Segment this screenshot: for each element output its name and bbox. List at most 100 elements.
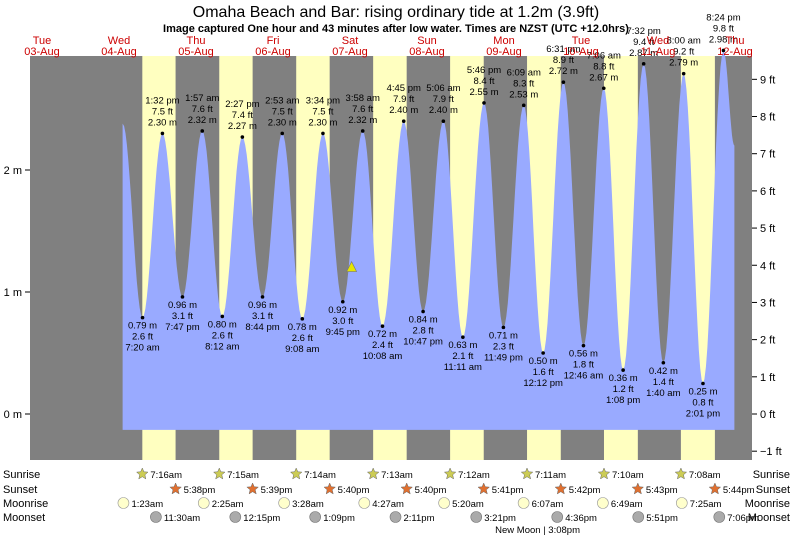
- chart-subtitle: Image captured One hour and 43 minutes a…: [163, 23, 629, 35]
- moonrise-icon: [197, 497, 210, 509]
- moonset-time: 2:11pm: [404, 513, 435, 524]
- low-tide-point: [701, 381, 705, 386]
- sunrise-time: 7:12am: [458, 470, 490, 481]
- day-date: 07-Aug: [332, 46, 367, 58]
- moonset-icon: [551, 511, 564, 523]
- right-tick-label: −1 ft: [760, 446, 782, 458]
- moonset-time: 1:09pm: [323, 513, 355, 524]
- high-tide-point: [401, 119, 406, 123]
- extreme-label: 0.80 m: [208, 319, 237, 330]
- left-tick-label: 0 m: [4, 409, 22, 421]
- extreme-label: 7:20 am: [125, 343, 159, 354]
- sunrise-label-left: Sunrise: [3, 469, 40, 481]
- extreme-label: 2.6 ft: [212, 330, 233, 341]
- sunset-time: 5:39pm: [261, 485, 293, 496]
- extreme-label: 2.30 m: [268, 117, 297, 128]
- low-tide-point: [501, 325, 506, 330]
- moonrise-time: 5:20am: [452, 499, 484, 510]
- extreme-label: 0.36 m: [609, 373, 638, 384]
- chart-title: Omaha Beach and Bar: rising ordinary tid…: [193, 4, 599, 21]
- astro-rows: Sunrise Sunrise Sunset Sunset Moonrise Moonri…: [3, 467, 790, 536]
- extreme-label: 2.6 ft: [132, 332, 153, 343]
- moonset-icon: [389, 511, 402, 523]
- sunset-time: 5:38pm: [184, 485, 216, 496]
- extreme-label: 8.8 ft: [593, 61, 614, 72]
- tide-area: [122, 50, 735, 430]
- extreme-label: 7.9 ft: [433, 94, 454, 105]
- moonrise-time: 1:23am: [131, 499, 163, 510]
- extreme-label: 2:27 pm: [225, 99, 259, 110]
- extreme-label: 7.6 ft: [192, 104, 213, 115]
- extreme-label: 2.30 m: [148, 117, 177, 128]
- extreme-label: 2.72 m: [549, 66, 578, 77]
- extreme-label: 7:32 pm: [627, 26, 661, 37]
- moonrise-time: 7:25am: [690, 499, 722, 510]
- sunrise-icon: [443, 467, 457, 480]
- extreme-label: 0.72 m: [368, 329, 397, 340]
- extreme-label: 3.0 ft: [332, 316, 353, 327]
- extreme-label: 7:06 am: [587, 50, 621, 61]
- extreme-label: 2.32 m: [348, 115, 377, 126]
- extreme-label: 2.27 m: [228, 121, 257, 132]
- high-tide-point: [321, 131, 325, 136]
- extreme-label: 2.40 m: [429, 105, 458, 116]
- high-tide-point: [160, 131, 165, 136]
- day-date: 08-Aug: [409, 46, 444, 58]
- extreme-label: 9.2 ft: [673, 47, 694, 58]
- sunset-icon: [708, 482, 722, 495]
- extreme-labels: 0.79 m2.6 ft7:20 am1:32 pm7.5 ft2.30 m0.…: [125, 12, 740, 419]
- sunset-icon: [169, 482, 182, 495]
- moonrise-icon: [517, 497, 530, 509]
- extreme-label: 2.55 m: [469, 87, 498, 98]
- right-tick-label: 0 ft: [760, 409, 775, 421]
- extreme-label: 0.71 m: [489, 330, 518, 341]
- extreme-label: 8.4 ft: [473, 76, 494, 87]
- moonset-label-left: Moonset: [3, 512, 45, 524]
- day-name: Mon: [493, 35, 514, 47]
- day-date: 11-Aug: [641, 46, 676, 58]
- day-labels: Tue03-AugWed04-AugThu05-AugFri06-AugSat0…: [24, 35, 752, 58]
- extreme-label: 9:45 pm: [326, 327, 360, 338]
- high-tide-point: [200, 129, 205, 133]
- extreme-label: 3:34 pm: [306, 95, 340, 106]
- extreme-label: 8:00 am: [667, 36, 701, 47]
- day-name: Wed: [647, 35, 669, 47]
- low-tide-point: [541, 351, 545, 355]
- extreme-label: 1:32 pm: [145, 95, 179, 106]
- sunrise-icon: [135, 467, 149, 480]
- extreme-label: 9:08 am: [285, 344, 319, 355]
- sunrise-time: 7:16am: [150, 470, 182, 481]
- extreme-label: 2:01 pm: [686, 409, 720, 420]
- right-tick-label: 4 ft: [760, 260, 775, 272]
- extreme-label: 1:57 am: [185, 93, 219, 104]
- moonrise-icon: [438, 497, 450, 509]
- extreme-label: 2.6 ft: [292, 333, 313, 344]
- extreme-label: 10:08 am: [363, 351, 403, 362]
- sunrise-label-right: Sunrise: [753, 469, 790, 481]
- extreme-label: 2:53 am: [265, 95, 299, 106]
- high-tide-point: [681, 71, 686, 76]
- extreme-label: 8:24 pm: [706, 12, 740, 23]
- moonrise-label-right: Moonrise: [745, 498, 790, 510]
- extreme-label: 0.50 m: [529, 356, 558, 367]
- new-moon-label: New Moon | 3:08pm: [495, 525, 580, 536]
- moonset-time: 3:21pm: [484, 513, 516, 524]
- moonset-label-right: Moonset: [748, 512, 790, 524]
- day-date: 12-Aug: [717, 46, 752, 58]
- moonset-time: 12:15pm: [243, 513, 280, 524]
- extreme-label: 3:58 am: [346, 93, 380, 104]
- sunrise-time: 7:14am: [304, 470, 336, 481]
- sunset-label-right: Sunset: [756, 484, 790, 496]
- tide-curve: [122, 50, 735, 430]
- extreme-label: 8.3 ft: [513, 78, 534, 89]
- day-date: 05-Aug: [178, 46, 213, 58]
- current-tide-triangle: [346, 260, 358, 272]
- extreme-label: 0.96 m: [168, 300, 197, 311]
- moonset-icon: [470, 511, 483, 523]
- day-name: Sat: [342, 35, 359, 47]
- sunrise-icon: [674, 467, 688, 480]
- low-tide-point: [300, 317, 305, 321]
- extreme-label: 2.87 m: [629, 48, 658, 59]
- right-tick-label: 2 ft: [760, 335, 775, 347]
- moonset-time: 7:06pm: [727, 513, 759, 524]
